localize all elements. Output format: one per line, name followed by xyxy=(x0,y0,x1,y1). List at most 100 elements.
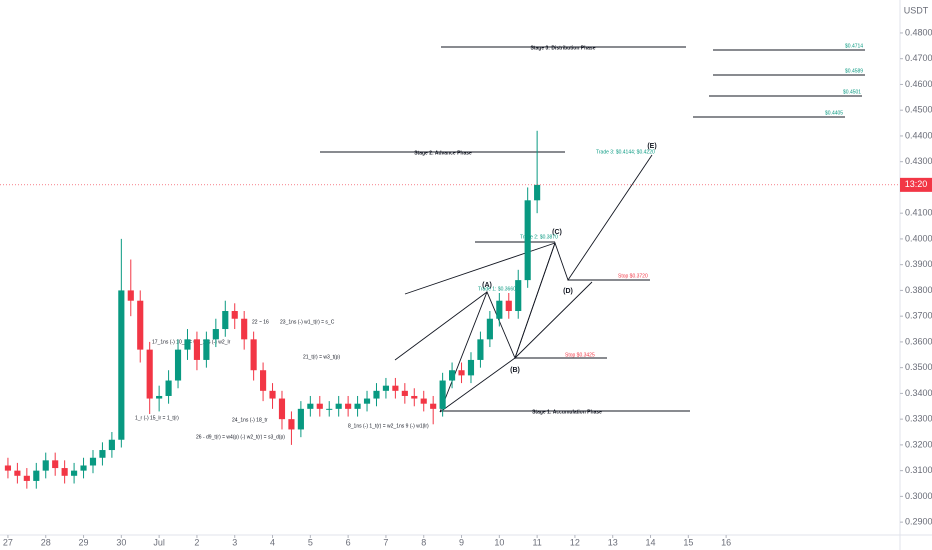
x-tick-label: 11 xyxy=(532,537,541,547)
wave-label: (E) xyxy=(647,143,656,150)
x-tick-label: 27 xyxy=(3,537,13,547)
candle-body xyxy=(363,398,371,404)
stage-label: Stage 3: Distribution Phase xyxy=(530,45,595,51)
x-tick-label: 7 xyxy=(383,537,388,547)
y-tick-label: 0.2900 xyxy=(905,517,932,527)
candle-body xyxy=(326,408,333,410)
candle-body xyxy=(250,339,257,371)
y-tick-label: 0.3600 xyxy=(905,336,932,346)
candle-body xyxy=(335,403,342,409)
count-label: 17_1ns (-) 10_tr = w3_1ns (-) w2_lr xyxy=(152,339,231,345)
candle-body xyxy=(33,470,40,481)
candle-body xyxy=(477,339,484,360)
count-label: 1_r (-) 15_lr = 1_t(r) xyxy=(135,415,179,421)
trend-line xyxy=(394,291,488,361)
candle-body xyxy=(52,460,59,469)
y-tick-label: 0.4700 xyxy=(905,53,932,63)
candle-body xyxy=(42,460,49,471)
y-tick-label: 0.3500 xyxy=(905,362,932,372)
trend-line xyxy=(514,242,556,359)
y-tick-label: 0.4100 xyxy=(905,208,932,218)
wave-label: (D) xyxy=(563,288,573,295)
candle-body xyxy=(439,380,446,409)
trend-line xyxy=(514,281,593,359)
candle-body xyxy=(278,398,286,420)
y-tick-label: 0.4500 xyxy=(905,105,932,115)
candle-body xyxy=(127,290,134,301)
candle-body xyxy=(165,380,172,396)
candle-body xyxy=(118,290,125,440)
y-tick-label: 0.4000 xyxy=(905,233,932,243)
y-tick-label: 0.4600 xyxy=(905,79,932,89)
y-tick-label: 0.3300 xyxy=(905,414,932,424)
wave-label: (B) xyxy=(510,367,520,374)
x-tick-label: 13 xyxy=(608,537,618,547)
candle-body xyxy=(467,359,475,376)
target-label: $0.4405 xyxy=(825,110,843,116)
count-label: 23_1ns (-) w1_t(r) = s_C xyxy=(280,319,335,325)
candle-body xyxy=(99,450,106,458)
candle-body xyxy=(382,385,390,391)
y-tick-label: 0.3100 xyxy=(905,465,932,475)
candle-body xyxy=(515,280,522,312)
candle-body xyxy=(156,395,163,399)
countdown: 13:20 xyxy=(905,179,928,189)
candle-body xyxy=(80,465,87,471)
x-tick-label: 8 xyxy=(421,537,426,547)
candle-body xyxy=(71,470,78,476)
candle-body xyxy=(373,390,380,399)
candle-body xyxy=(430,403,437,409)
candle-body xyxy=(297,408,304,430)
stop-label: Stop $0.3720 xyxy=(618,273,648,279)
x-tick-label: 28 xyxy=(41,537,51,547)
wave-label: (C) xyxy=(552,229,562,236)
candle-body xyxy=(505,300,512,312)
candle-body xyxy=(231,311,238,319)
candle-body xyxy=(89,457,97,466)
stage-label: Stage 1: Accumulation Phase xyxy=(532,409,602,415)
trade-label: Trade 1: $0.3660 xyxy=(478,286,516,292)
candle-body xyxy=(458,370,465,376)
candle-body xyxy=(307,403,314,409)
candle-body xyxy=(411,395,418,399)
count-label: 26 - d9_t(r) = w4(p) (-) w2_t(r) = s3_d(… xyxy=(196,434,285,440)
x-tick-label: 12 xyxy=(570,537,580,547)
y-tick-label: 0.4300 xyxy=(905,156,932,166)
target-label: $0.4589 xyxy=(845,68,863,74)
candle-body xyxy=(222,311,229,330)
x-tick-label: 4 xyxy=(270,537,275,547)
candle-body xyxy=(203,339,210,360)
candle-body xyxy=(23,475,30,481)
stop-label: Stop $0.3425 xyxy=(565,352,595,358)
x-tick-label: 6 xyxy=(346,537,351,547)
trade-label: Trade 3: $0.4144; $0.4220 xyxy=(596,149,655,155)
candle-body xyxy=(449,370,456,381)
candle-body xyxy=(392,385,399,391)
candle-body xyxy=(146,349,153,399)
wave-label: (A) xyxy=(482,282,492,289)
candle-body xyxy=(184,339,191,350)
target-label: $0.4714 xyxy=(845,43,863,49)
y-tick-label: 0.3200 xyxy=(905,439,932,449)
x-tick-label: 16 xyxy=(721,537,731,547)
y-tick-label: 0.3900 xyxy=(905,259,932,269)
x-tick-label: 15 xyxy=(683,537,693,547)
candle-body xyxy=(108,439,115,451)
y-tick-label: 0.3800 xyxy=(905,285,932,295)
candle-body xyxy=(212,329,219,340)
stage-label: Stage 2: Advance Phase xyxy=(414,150,472,156)
x-tick-label: 14 xyxy=(646,537,656,547)
x-tick-label: 10 xyxy=(494,537,504,547)
y-tick-label: 0.3400 xyxy=(905,388,932,398)
candle-body xyxy=(496,300,503,319)
y-tick-label: 0.3000 xyxy=(905,491,932,501)
candle-body xyxy=(345,403,352,409)
x-tick-label: 9 xyxy=(459,537,464,547)
y-tick-label: 0.4800 xyxy=(905,27,932,37)
candle-body xyxy=(241,318,248,340)
price-tag xyxy=(900,177,932,192)
count-label: 24_1ns (-) 18_tr xyxy=(232,417,268,423)
count-label: 21_t(r) = w3_t(p) xyxy=(303,354,340,360)
